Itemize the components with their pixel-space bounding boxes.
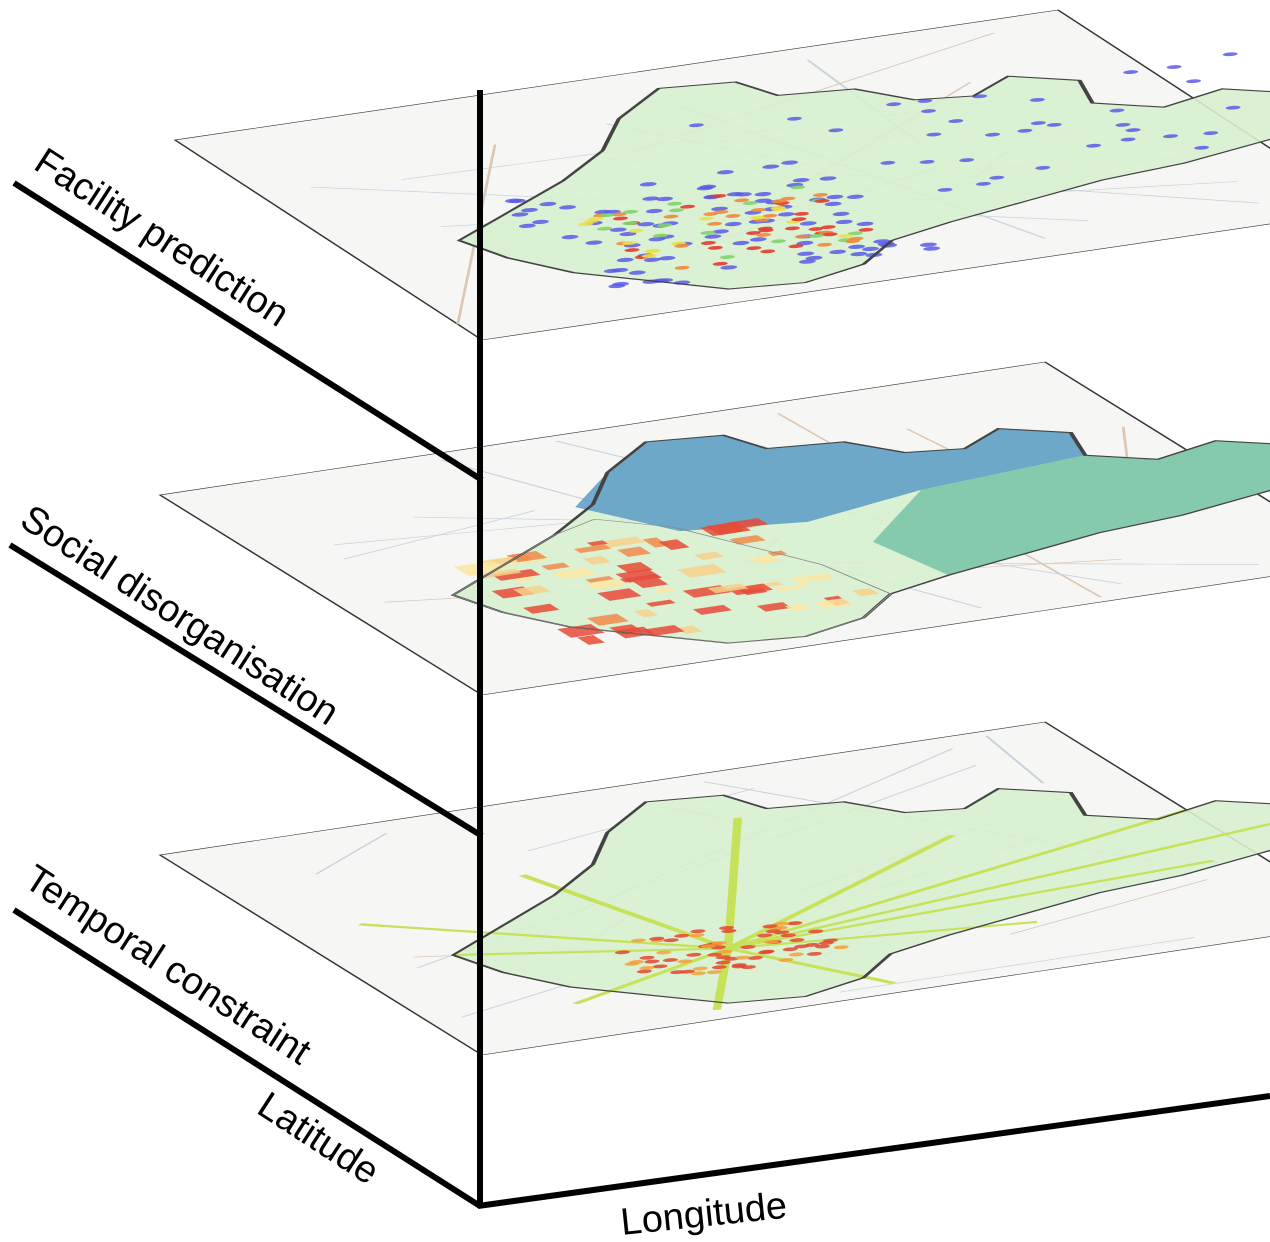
facility-dot xyxy=(1184,79,1203,84)
map-layer xyxy=(160,698,1270,1055)
layers xyxy=(160,0,1270,1055)
facility-dot xyxy=(1221,52,1240,57)
map-layer xyxy=(175,0,1270,340)
facility-dot xyxy=(1165,64,1184,69)
longitude-axis xyxy=(478,1096,1270,1206)
map-layer xyxy=(160,338,1270,695)
axis-label: Longitude xyxy=(619,1185,789,1242)
layer-diagram: Facility prediction Social disorganisati… xyxy=(0,0,1270,1242)
